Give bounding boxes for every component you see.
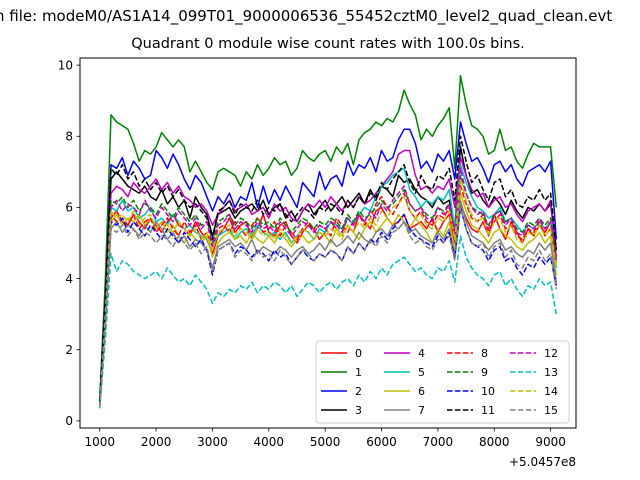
x-tick-label: 2000 (141, 435, 172, 449)
legend-label-10: 10 (481, 385, 495, 398)
x-tick-label: 5000 (310, 435, 341, 449)
series-line-1 (98, 75, 558, 400)
legend-label-7: 7 (418, 404, 425, 417)
series-line-14 (98, 178, 558, 407)
legend-label-0: 0 (355, 347, 362, 360)
series-line-11 (98, 135, 558, 404)
y-tick-label: 8 (65, 130, 73, 144)
legend-label-4: 4 (418, 347, 425, 360)
series-line-4 (98, 149, 558, 407)
series-line-5 (98, 163, 558, 407)
legend-label-2: 2 (355, 385, 362, 398)
legend-label-15: 15 (544, 404, 558, 417)
series-line-8 (98, 185, 558, 407)
figure-suptitle: n file: modeM0/AS1A14_099T01_9000006536_… (0, 7, 613, 25)
x-offset-label: +5.0457e8 (509, 455, 576, 469)
axes-frame (79, 57, 577, 429)
legend-label-8: 8 (481, 347, 488, 360)
legend-label-11: 11 (481, 404, 495, 417)
legend-label-14: 14 (544, 385, 558, 398)
legend-label-3: 3 (355, 404, 362, 417)
x-tick-label: 4000 (254, 435, 285, 449)
legend-label-6: 6 (418, 385, 425, 398)
x-tick-label: 7000 (423, 435, 454, 449)
series-line-10 (98, 206, 558, 407)
x-axis: 1000 2000 3000 4000 5000 6000 7000 8000 9000 (84, 428, 566, 449)
series-line-15 (98, 206, 558, 407)
x-tick-label: 6000 (366, 435, 397, 449)
series-line-13 (98, 235, 558, 409)
y-tick-label: 10 (58, 58, 73, 72)
series-layer (98, 75, 558, 409)
x-tick-label: 1000 (84, 435, 115, 449)
series-line-6 (98, 192, 558, 407)
chart-title: Quadrant 0 module wise count rates with … (131, 36, 525, 52)
series-line-12 (98, 167, 558, 407)
series-line-2 (98, 121, 558, 404)
legend-box (315, 340, 570, 424)
series-line-7 (98, 199, 558, 407)
x-tick-label: 3000 (197, 435, 228, 449)
legend-label-12: 12 (544, 347, 558, 360)
legend-label-1: 1 (355, 366, 362, 379)
y-tick-label: 2 (65, 343, 73, 357)
y-tick-label: 0 (65, 414, 73, 428)
y-axis: 0 2 4 6 8 10 (58, 58, 80, 428)
legend-label-13: 13 (544, 366, 558, 379)
x-tick-label: 9000 (535, 435, 566, 449)
x-tick-label: 8000 (479, 435, 510, 449)
y-tick-label: 4 (65, 272, 73, 286)
legend-label-5: 5 (418, 366, 425, 379)
legend-label-9: 9 (481, 366, 488, 379)
y-tick-label: 6 (65, 201, 73, 215)
